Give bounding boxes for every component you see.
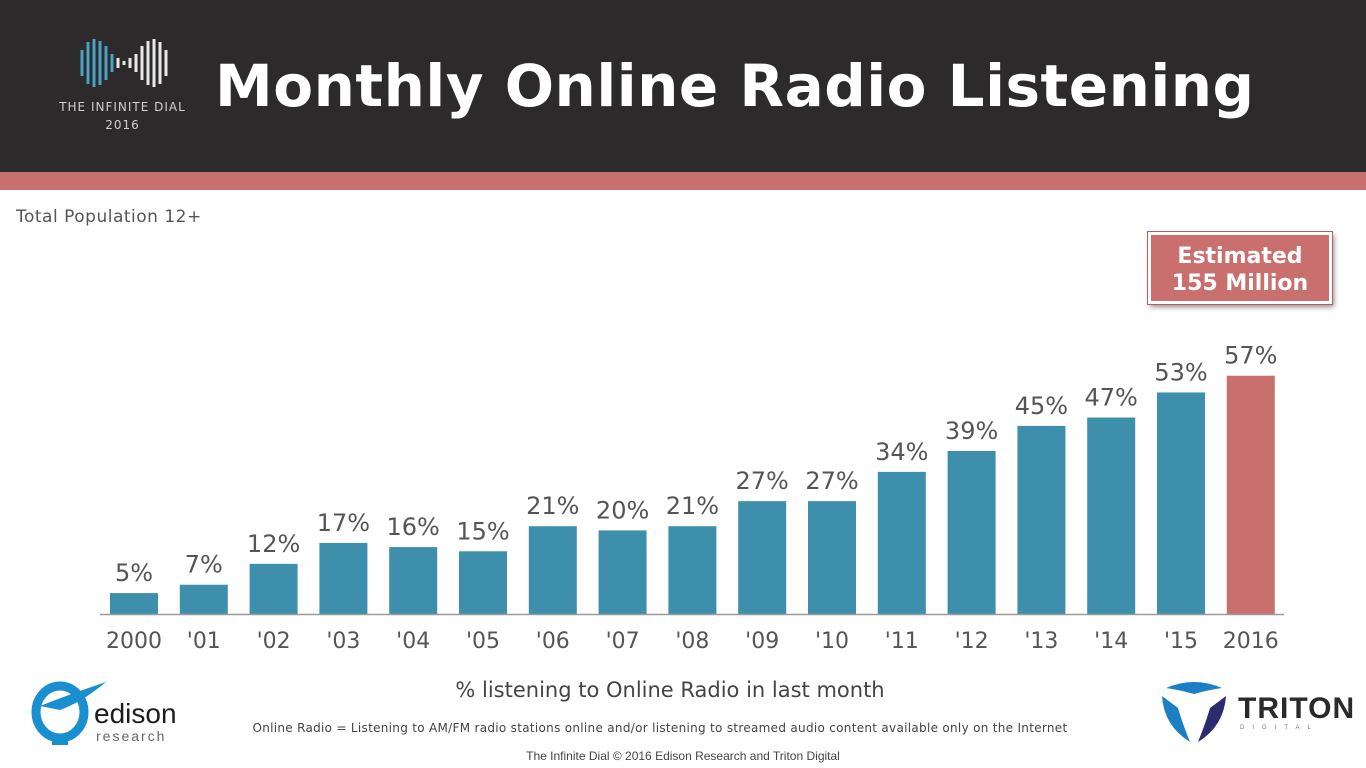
bar-value-label-4: 16% [387,513,440,541]
bar-15 [1157,392,1205,614]
x-tick-label-12: '12 [955,629,989,654]
bar-value-label-1: 7% [185,551,223,579]
x-tick-label-4: '04 [396,629,430,654]
bar-3 [319,542,368,614]
logo-line-2: 2016 [105,118,140,132]
x-tick-label-5: '05 [466,629,500,654]
bar-12 [947,450,996,614]
triton-wordmark: TRITON [1238,692,1356,725]
x-tick-label-3: '03 [326,629,360,654]
triton-digital-logo: TRITON DIGITAL [1158,678,1354,746]
bar-value-label-14: 47% [1085,384,1138,412]
bar-0 [110,593,158,614]
edison-wordmark: edison [94,698,177,729]
bar-value-label-7: 20% [596,496,649,524]
edison-bulb-icon [31,681,106,745]
bar-value-label-13: 45% [1015,392,1068,420]
bar-7 [598,530,647,614]
bar-9 [738,501,787,614]
definition-footnote: Online Radio = Listening to AM/FM radio … [252,721,1068,735]
x-tick-label-7: '07 [606,629,640,654]
x-tick-label-15: '15 [1164,629,1198,654]
bar-14 [1087,417,1136,614]
infinity-icon [80,39,168,87]
callout-line-1: Estimated [1177,244,1303,269]
triton-subtitle: DIGITAL [1240,725,1319,731]
bar-5 [459,551,507,614]
bar-value-label-5: 15% [456,517,509,545]
bar-value-label-0: 5% [115,559,153,587]
bar-value-label-10: 27% [805,467,858,495]
x-tick-label-1: '01 [187,629,221,654]
x-axis-label: % listening to Online Radio in last mont… [455,678,885,702]
bar-4 [389,547,438,614]
bar-16 [1226,375,1275,614]
estimate-callout: Estimated 155 Million [1148,232,1332,304]
x-tick-label-0: 2000 [106,629,162,654]
bar-10 [808,501,856,614]
bar-value-label-16: 57% [1224,342,1277,370]
x-tick-label-6: '06 [536,629,570,654]
copyright-text: The Infinite Dial © 2016 Edison Research… [526,749,840,763]
edison-subtitle: research [96,728,167,744]
infinite-dial-logo: THE INFINITE DIAL 2016 [40,34,205,144]
page-title: Monthly Online Radio Listening [215,52,1255,120]
bar-value-label-9: 27% [736,467,789,495]
bar-chart: 5% 2000 7% '01 12% '02 17% '03 16% '04 15% '05 21% '0… [100,342,1284,654]
bar-1 [179,584,228,614]
logo-line-1: THE INFINITE DIAL [59,100,186,114]
x-tick-label-11: '11 [885,629,919,654]
header-stripe [0,172,1366,190]
bar-8 [668,526,717,614]
bar-value-label-15: 53% [1154,358,1207,386]
x-tick-label-10: '10 [815,629,849,654]
bar-value-label-12: 39% [945,417,998,445]
x-tick-label-16: 2016 [1223,629,1279,654]
header-banner [0,0,1366,172]
x-tick-label-2: '02 [257,629,291,654]
x-tick-label-13: '13 [1024,629,1058,654]
population-subtitle: Total Population 12+ [16,207,202,227]
bar-13 [1017,425,1066,614]
bar-value-label-3: 17% [317,509,370,537]
x-tick-label-9: '09 [745,629,779,654]
callout-line-2: 155 Million [1171,271,1309,296]
bar-value-label-11: 34% [875,438,928,466]
triton-emblem-icon [1162,682,1226,742]
edison-research-logo: edison research [30,676,205,750]
x-tick-label-8: '08 [675,629,709,654]
bar-6 [528,526,577,614]
bar-value-label-8: 21% [666,492,719,520]
bar-value-label-2: 12% [247,530,300,558]
x-tick-label-14: '14 [1094,629,1128,654]
bar-11 [877,471,926,614]
bar-2 [249,563,298,614]
bar-value-label-6: 21% [526,492,579,520]
